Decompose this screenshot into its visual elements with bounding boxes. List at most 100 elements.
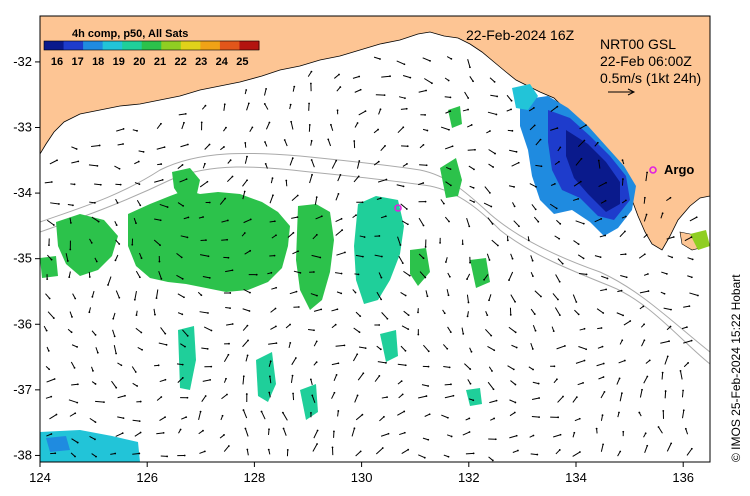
current-vector-head — [450, 435, 453, 438]
current-vector — [261, 411, 266, 420]
current-vector-head — [447, 294, 450, 297]
current-vector-head — [690, 236, 693, 239]
current-vector-head — [518, 225, 520, 228]
current-vector-head — [621, 159, 624, 162]
current-vector-head — [221, 414, 224, 417]
current-vector-head — [603, 391, 606, 393]
current-vector — [555, 449, 561, 455]
current-vector-head — [180, 256, 183, 259]
current-vector-head — [73, 367, 76, 369]
current-vector-head — [140, 331, 143, 334]
current-vector — [441, 414, 449, 419]
current-vector — [71, 383, 78, 386]
current-vector — [643, 376, 648, 384]
current-vector-head — [335, 373, 338, 376]
current-vector — [685, 428, 689, 435]
current-vector-head — [448, 128, 450, 131]
current-vector — [510, 294, 516, 303]
current-vector — [221, 394, 228, 400]
current-vector — [199, 450, 206, 454]
current-vector — [117, 416, 124, 419]
current-vector-head — [604, 234, 607, 237]
current-vector — [618, 360, 626, 364]
current-vector — [65, 253, 69, 262]
current-vector — [510, 380, 516, 385]
current-vector-head — [186, 396, 189, 399]
current-vector — [444, 395, 454, 399]
current-vector — [464, 363, 471, 370]
current-vector — [242, 409, 248, 419]
current-vector — [176, 274, 183, 280]
current-vector-head — [556, 105, 559, 108]
current-vector-head — [46, 278, 49, 281]
current-vector-head — [668, 340, 670, 343]
current-vector-head — [136, 129, 138, 132]
current-vector-head — [451, 145, 454, 148]
current-vector-head — [69, 222, 72, 224]
current-vector-head — [389, 75, 391, 78]
current-vector-head — [583, 359, 586, 362]
current-vector-head — [247, 102, 250, 105]
current-vector — [263, 88, 267, 96]
current-vector-head — [446, 416, 449, 419]
current-vector — [291, 357, 297, 366]
current-vector-head — [71, 316, 73, 318]
current-vector-head — [226, 238, 229, 241]
y-tick-label: -33 — [13, 120, 32, 135]
current-vector — [483, 274, 489, 281]
current-vector — [49, 414, 57, 420]
current-vector-head — [672, 236, 675, 238]
current-vector-head — [417, 333, 420, 336]
current-vector-head — [386, 317, 389, 320]
current-vector — [223, 104, 226, 111]
current-vector — [242, 340, 249, 348]
current-vector-head — [320, 215, 323, 218]
current-vector-head — [575, 396, 578, 398]
current-vector — [199, 311, 209, 314]
current-vector-head — [537, 382, 540, 385]
current-vector-head — [139, 204, 142, 207]
current-vector-head — [540, 165, 543, 168]
current-vector-head — [98, 144, 101, 147]
current-vector — [598, 376, 604, 380]
current-vector — [401, 325, 409, 330]
current-vector-head — [118, 243, 121, 245]
current-vector-head — [625, 276, 628, 279]
current-vector — [578, 346, 587, 350]
current-vector — [380, 433, 389, 437]
current-vector-head — [184, 345, 186, 348]
current-vector — [487, 346, 495, 351]
current-vector-head — [69, 248, 72, 251]
current-vector-head — [363, 236, 366, 238]
current-vector-head — [449, 184, 452, 187]
current-vector-head — [223, 103, 226, 106]
current-vector-head — [466, 278, 468, 280]
current-vector-head — [400, 380, 403, 383]
current-vector-head — [424, 114, 427, 116]
current-vector-head — [532, 434, 535, 437]
current-vector-head — [115, 352, 118, 355]
current-vector — [242, 191, 246, 200]
current-vectors — [43, 56, 699, 462]
colorbar-segment — [63, 41, 84, 50]
current-vector-head — [157, 364, 160, 367]
current-vector-head — [229, 307, 231, 310]
current-vector-head — [203, 162, 206, 165]
current-vector — [443, 365, 450, 368]
current-vector-head — [462, 332, 465, 335]
current-vector-head — [517, 161, 520, 164]
current-vector-head — [578, 417, 581, 420]
current-vector — [572, 451, 581, 457]
current-vector — [270, 308, 276, 313]
current-vector-head — [159, 244, 161, 247]
current-vector-head — [249, 249, 252, 252]
current-vector — [49, 159, 58, 165]
current-vector-head — [164, 378, 167, 381]
scale-arrow — [608, 88, 636, 96]
current-vector-head — [417, 311, 419, 314]
current-vector-head — [679, 369, 682, 372]
current-vector-head — [582, 222, 585, 225]
current-vector-head — [246, 324, 249, 327]
current-vector-head — [690, 447, 693, 450]
current-vector-head — [159, 219, 162, 222]
